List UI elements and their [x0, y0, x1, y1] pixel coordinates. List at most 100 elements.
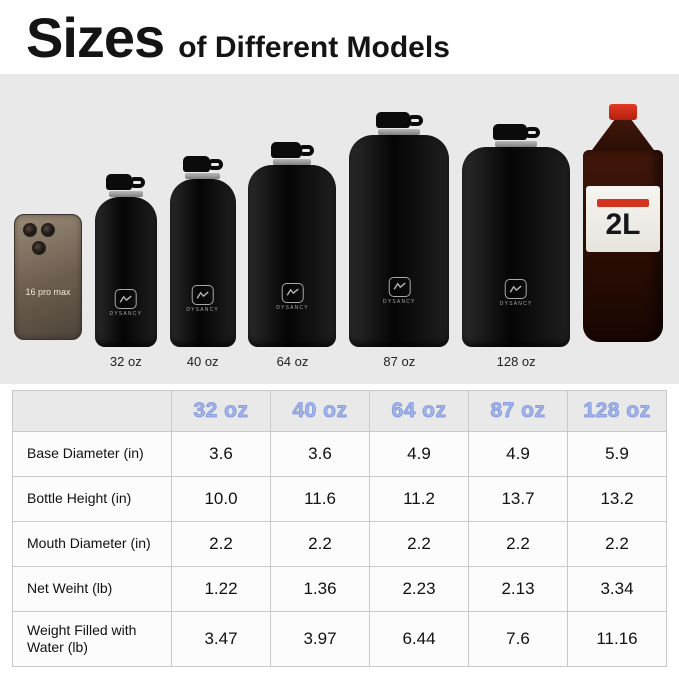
bottle-32oz: DYSANCY 32 oz — [94, 174, 157, 374]
cap-handle — [206, 158, 223, 170]
camera-lens — [41, 223, 55, 237]
table-cell: 4.9 — [370, 432, 468, 476]
table-cell: 1.36 — [271, 567, 369, 611]
brand-logo: DYSANCY — [500, 279, 533, 307]
row-label: Net Weiht (lb) — [13, 567, 171, 611]
row-label: Bottle Height (in) — [13, 477, 171, 521]
steel-neckband — [495, 141, 538, 147]
table-cell: 13.2 — [568, 477, 666, 521]
bottle-size-label: 40 oz — [186, 354, 219, 369]
steel-neckband — [108, 191, 143, 197]
brand-name: DYSANCY — [109, 311, 143, 317]
bottle-size-label: 128 oz — [496, 354, 536, 369]
cap-handle — [523, 126, 540, 138]
brand-mark-icon — [191, 285, 214, 306]
table-cell: 7.6 — [469, 612, 567, 666]
table-header-32oz: 32 oz — [172, 391, 270, 431]
table-header-64oz: 64 oz — [370, 391, 468, 431]
bottle-cap — [270, 142, 314, 158]
phone-reference: 16 pro max — [14, 214, 82, 340]
table-cell: 6.44 — [370, 612, 468, 666]
bottle-87oz: DYSANCY 87 oz — [349, 112, 450, 374]
brand-mark-icon — [505, 279, 528, 299]
table-cell: 5.9 — [568, 432, 666, 476]
brand-name: DYSANCY — [383, 298, 416, 305]
cola-body: 2L — [582, 150, 663, 342]
steel-neckband — [273, 159, 312, 165]
cap-lid — [270, 142, 301, 158]
product-photo: 16 pro max DYSANCY 32 oz — [0, 74, 679, 384]
bottle-cap — [106, 174, 146, 190]
bottle-40oz: DYSANCY 40 oz — [169, 156, 236, 374]
table-cell: 2.2 — [172, 522, 270, 566]
bottle-cap — [492, 124, 540, 140]
brand-logo: DYSANCY — [276, 282, 309, 311]
table-cell: 3.97 — [271, 612, 369, 666]
table-cell: 11.2 — [370, 477, 468, 521]
table-cell: 11.16 — [568, 612, 666, 666]
brand-logo: DYSANCY — [110, 289, 143, 317]
cola-reference-bottle: 2L — [582, 104, 663, 342]
cola-neck — [591, 120, 654, 150]
spec-table: 32 oz 40 oz 64 oz 87 oz 128 oz Base Diam… — [12, 390, 667, 667]
brand-logo: DYSANCY — [186, 285, 219, 313]
table-cell: 2.23 — [370, 567, 468, 611]
table-cell: 2.13 — [469, 567, 567, 611]
brand-mark-icon — [114, 289, 137, 309]
camera-lens — [23, 223, 37, 237]
cola-brand-stripe — [597, 198, 649, 207]
phone-model-label: 16 pro max — [25, 286, 71, 297]
bottle-body: DYSANCY — [169, 179, 236, 347]
bottle-body: DYSANCY — [94, 197, 157, 347]
title-main: Sizes — [26, 6, 165, 69]
table-cell: 2.2 — [370, 522, 468, 566]
cola-volume-label: 2L — [605, 207, 641, 241]
table-cell: 11.6 — [271, 477, 369, 521]
table-cell: 3.6 — [172, 432, 270, 476]
table-cell: 4.9 — [469, 432, 567, 476]
brand-name: DYSANCY — [186, 307, 219, 314]
table-cell: 13.7 — [469, 477, 567, 521]
steel-neckband — [378, 129, 421, 135]
cap-lid — [106, 174, 133, 190]
table-cell: 3.34 — [568, 567, 666, 611]
table-cell: 2.2 — [271, 522, 369, 566]
bottle-size-label: 64 oz — [276, 354, 309, 369]
table-cell: 3.6 — [271, 432, 369, 476]
brand-mark-icon — [388, 276, 411, 297]
row-label: Weight Filled with Water (lb) — [13, 612, 171, 666]
bottle-cap — [375, 112, 423, 128]
table-header-empty — [13, 391, 171, 431]
page-title: Sizes of Different Models — [0, 0, 679, 74]
brand-name: DYSANCY — [276, 304, 309, 311]
brand-name: DYSANCY — [499, 301, 533, 307]
phone-image: 16 pro max — [14, 214, 82, 340]
bottle-size-label: 32 oz — [109, 354, 142, 369]
table-header-87oz: 87 oz — [469, 391, 567, 431]
bottle-64oz: DYSANCY 64 oz — [248, 142, 337, 374]
table-cell: 1.22 — [172, 567, 270, 611]
table-cell: 2.2 — [568, 522, 666, 566]
cola-label: 2L — [585, 186, 660, 252]
table-cell: 2.2 — [469, 522, 567, 566]
bottle-128oz: DYSANCY 128 oz — [462, 124, 571, 374]
table-cell: 3.47 — [172, 612, 270, 666]
row-label: Mouth Diameter (in) — [13, 522, 171, 566]
brand-logo: DYSANCY — [383, 276, 416, 305]
cap-handle — [297, 144, 314, 156]
bottle-body: DYSANCY — [248, 165, 337, 347]
cola-cap — [608, 104, 637, 120]
phone-camera-icon — [23, 223, 59, 259]
cap-handle — [406, 114, 423, 126]
bottle-cap — [182, 156, 223, 172]
cap-lid — [182, 156, 210, 172]
table-header-40oz: 40 oz — [271, 391, 369, 431]
row-label: Base Diameter (in) — [13, 432, 171, 476]
steel-neckband — [185, 173, 221, 179]
cap-handle — [129, 176, 146, 188]
table-cell: 10.0 — [172, 477, 270, 521]
cap-lid — [492, 124, 527, 140]
bottle-body: DYSANCY — [349, 135, 450, 347]
table-header-128oz: 128 oz — [568, 391, 666, 431]
